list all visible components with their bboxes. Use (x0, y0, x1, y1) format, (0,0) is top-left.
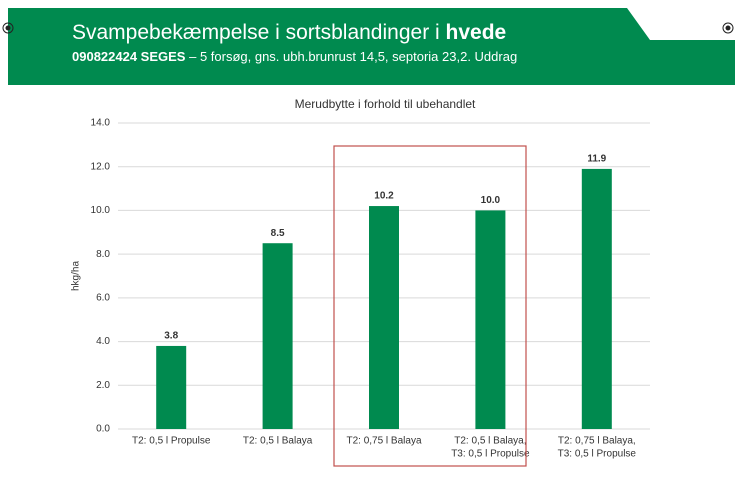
x-tick-label: T3: 0,5 l Propulse (451, 449, 530, 460)
reg-marks (2, 22, 734, 34)
y-tick-label: 8.0 (96, 249, 110, 260)
x-tick-label: T2: 0,75 l Balaya (346, 436, 421, 447)
y-tick-label: 6.0 (96, 292, 110, 303)
bar (581, 168, 612, 429)
value-label: 11.9 (587, 154, 606, 165)
title-part: Svampebekæmpelse i sortsblandinger i (72, 21, 446, 44)
x-tick-label: T2: 0,5 l Balaya (243, 436, 313, 447)
y-tick-label: 14.0 (91, 118, 111, 129)
y-tick-label: 2.0 (96, 380, 110, 391)
x-tick-label: T3: 0,5 l Propulse (558, 449, 637, 460)
x-tick-label: T2: 0,5 l Propulse (132, 436, 211, 447)
x-tick-label: T2: 0,75 l Balaya, (558, 436, 636, 447)
title-part: hvede (446, 21, 507, 44)
y-tick-label: 10.0 (91, 205, 111, 216)
subtitle-part: – 5 forsøg, gns. ubh.brunrust 14,5, sept… (185, 49, 517, 64)
y-tick-label: 0.0 (96, 424, 110, 435)
value-label: 8.5 (271, 228, 285, 239)
y-axis-label: hkg/ha (71, 261, 82, 291)
bar (475, 210, 506, 429)
bar (156, 345, 187, 429)
subtitle-part: 090822424 SEGES (72, 49, 186, 64)
page-title: Svampebekæmpelse i sortsblandinger i hve… (72, 21, 506, 44)
bar (369, 206, 399, 429)
y-tick-label: 4.0 (96, 336, 110, 347)
highlight-box (333, 145, 527, 467)
header-banner (8, 8, 735, 85)
value-label: 10.0 (481, 195, 501, 206)
plot: 0.0 2.0 4.0 6.0 8.0 10.0 12.0 14.0 T2: 0,5 l Pro… (91, 118, 650, 460)
value-label: 10.2 (374, 191, 394, 202)
chart-title: Merudbytte i forhold til ubehandlet (295, 97, 476, 111)
x-tick-label: T2: 0,5 l Balaya, (454, 436, 526, 447)
subtitle: 090822424 SEGES – 5 forsøg, gns. ubh.bru… (72, 49, 517, 64)
value-label: 3.8 (164, 331, 178, 342)
bar (262, 243, 293, 429)
y-tick-label: 12.0 (91, 161, 111, 172)
